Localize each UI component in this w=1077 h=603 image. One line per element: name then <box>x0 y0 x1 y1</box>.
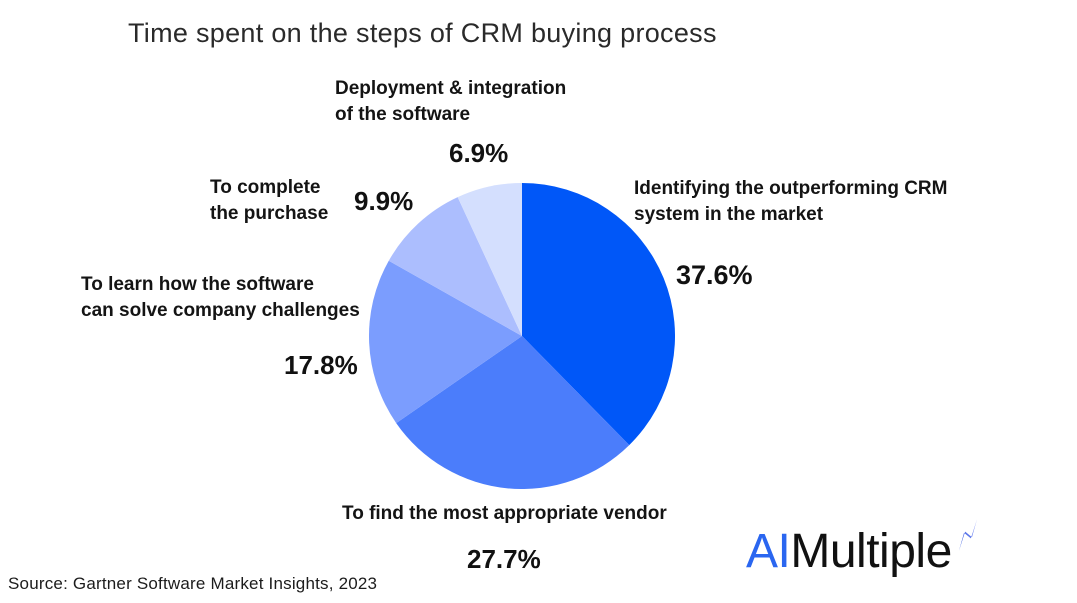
pie-chart-wrap <box>368 183 676 490</box>
label-deployment-line1: Deployment & integration <box>335 78 567 99</box>
label-vendor: To find the most appropriate vendor <box>342 503 667 524</box>
label-learn: To learn how the software can solve comp… <box>81 272 360 324</box>
value-vendor: 27.7% <box>467 544 541 574</box>
bolt-icon <box>958 519 977 551</box>
value-identify: 37.6% <box>676 260 753 290</box>
value-learn: 17.8% <box>284 350 358 380</box>
aimultiple-logo: AI Multiple <box>746 519 982 580</box>
pie-slice-3 <box>388 197 522 336</box>
pie-slice-0 <box>522 183 676 446</box>
label-identify-line2: system in the market <box>634 204 824 225</box>
label-complete: To complete the purchase <box>210 175 328 227</box>
label-complete-line2: the purchase <box>210 203 329 224</box>
source-note: Source: Gartner Software Market Insights… <box>8 574 378 593</box>
value-deployment: 6.9% <box>449 138 509 168</box>
label-deployment: Deployment & integration of the software <box>335 76 566 128</box>
label-identify-line1: Identifying the outperforming CRM <box>634 178 948 199</box>
logo-text-multiple: Multiple <box>790 525 952 578</box>
value-complete: 9.9% <box>354 186 414 216</box>
label-identify: Identifying the outperforming CRM system… <box>634 176 947 228</box>
logo-text-ai: AI <box>746 525 791 578</box>
page-title: Time spent on the steps of CRM buying pr… <box>128 18 717 48</box>
pie-chart <box>368 183 676 490</box>
label-learn-line1: To learn how the software <box>81 274 314 295</box>
pie-slice-1 <box>396 336 630 490</box>
label-deployment-line2: of the software <box>335 104 471 125</box>
pie-slice-2 <box>368 260 522 424</box>
label-learn-line2: can solve company challenges <box>81 300 360 321</box>
label-complete-line1: To complete <box>210 177 321 198</box>
pie-slice-4 <box>457 183 522 336</box>
